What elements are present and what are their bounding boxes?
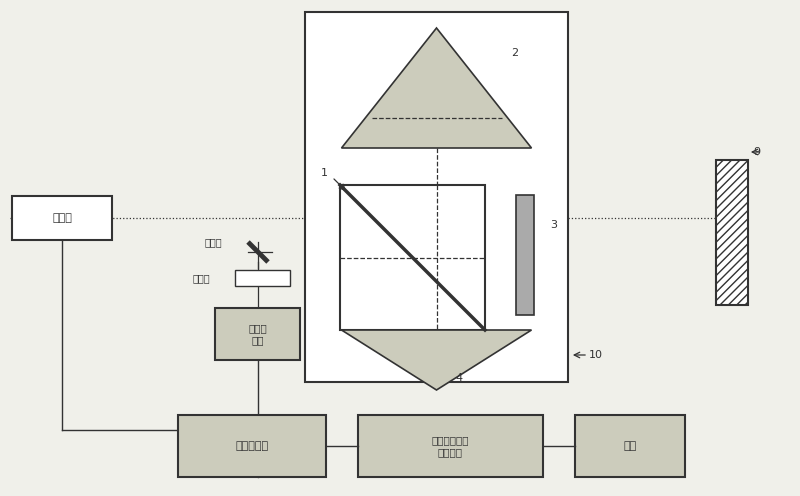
Text: 激光器: 激光器 xyxy=(52,213,72,223)
Text: 1: 1 xyxy=(321,168,327,178)
Text: 激光计数器: 激光计数器 xyxy=(235,441,269,451)
Text: 检偶器: 检偶器 xyxy=(192,273,210,283)
Text: 10: 10 xyxy=(589,350,603,360)
Bar xyxy=(716,160,748,305)
Bar xyxy=(575,415,685,477)
Bar xyxy=(235,270,290,286)
Text: 显示: 显示 xyxy=(623,441,637,451)
Bar xyxy=(340,185,485,330)
Bar xyxy=(305,12,568,382)
Text: 3: 3 xyxy=(550,220,558,230)
Text: 反光镜: 反光镜 xyxy=(204,237,222,247)
Bar xyxy=(516,195,534,315)
Polygon shape xyxy=(342,28,531,148)
Bar xyxy=(12,196,112,240)
Text: 4: 4 xyxy=(455,373,462,383)
Bar xyxy=(358,415,543,477)
Text: 2: 2 xyxy=(511,48,518,58)
Text: 光电接
收器: 光电接 收器 xyxy=(248,323,267,345)
Text: 测定补偿和单
位计算卡: 测定补偿和单 位计算卡 xyxy=(432,435,470,457)
Bar xyxy=(215,308,300,360)
Polygon shape xyxy=(342,330,531,390)
Bar xyxy=(178,415,326,477)
Text: 9: 9 xyxy=(753,147,760,157)
